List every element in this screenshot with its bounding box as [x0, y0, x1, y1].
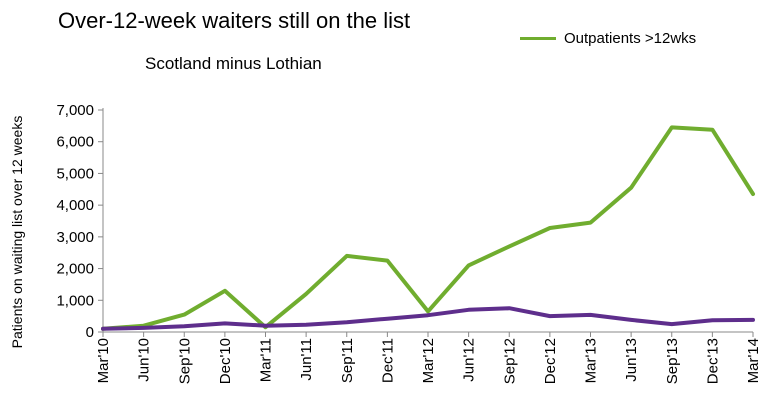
- x-tick-label: Dec'13: [704, 338, 721, 384]
- x-tick-label: Jun'10: [136, 338, 153, 382]
- x-tick-label: Mar'13: [583, 338, 600, 383]
- legend: Outpatients >12wks: [520, 30, 696, 47]
- chart-subtitle: Scotland minus Lothian: [145, 54, 322, 73]
- series-line-second: [101, 306, 755, 331]
- y-tick-label: 7,000: [56, 102, 94, 119]
- y-tick-label: 1,000: [56, 292, 94, 309]
- chart-title: Over-12-week waiters still on the list: [58, 8, 411, 33]
- x-tick-label: Jun'12: [461, 338, 478, 382]
- x-ticks: Mar'10 Jun'10 Sep'10 Dec'10 Mar'11 Jun'11 Sep'…: [95, 332, 762, 384]
- y-tick-label: 6,000: [56, 134, 94, 151]
- y-tick-label: 5,000: [56, 165, 94, 182]
- axes: [102, 108, 753, 333]
- x-tick-label: Mar'14: [745, 338, 762, 383]
- x-tick-label: Dec'12: [542, 338, 559, 384]
- x-tick-label: Dec'10: [217, 338, 234, 384]
- x-tick-label: Sep'13: [664, 338, 681, 384]
- x-tick-label: Mar'12: [420, 338, 437, 383]
- x-tick-label: Jun'13: [623, 338, 640, 382]
- x-tick-label: Sep'11: [339, 338, 356, 383]
- y-tick-label: 3,000: [56, 229, 94, 246]
- y-axis-label: Patients on waiting list over 12 weeks: [9, 116, 25, 349]
- legend-label-outpatients: Outpatients >12wks: [564, 30, 697, 47]
- y-ticks: 0 1,000 2,000 3,000 4,000 5,000 6,000 7,000: [56, 102, 103, 341]
- legend-swatch-outpatients: [520, 37, 556, 40]
- series-line-outpatients: [101, 125, 755, 331]
- x-tick-label: Mar'10: [95, 338, 112, 383]
- x-tick-label: Jun'11: [298, 338, 315, 381]
- y-tick-label: 0: [86, 324, 94, 341]
- x-tick-label: Sep'10: [176, 338, 193, 384]
- x-tick-label: Sep'12: [501, 338, 518, 384]
- y-tick-label: 4,000: [56, 197, 94, 214]
- y-tick-label: 2,000: [56, 261, 94, 278]
- x-tick-label: Mar'11: [258, 338, 275, 382]
- series-lines: [101, 125, 755, 331]
- x-tick-label: Dec'11: [379, 338, 396, 383]
